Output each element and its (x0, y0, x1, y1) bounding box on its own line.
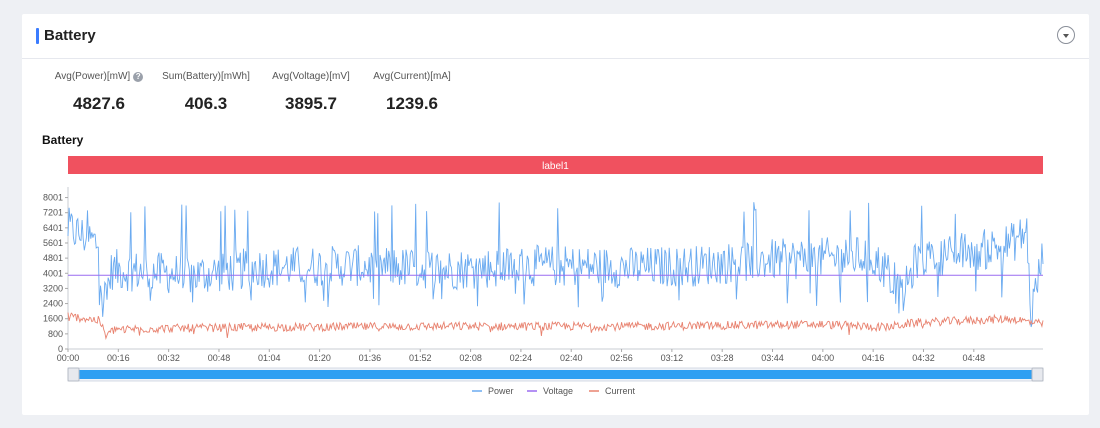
help-icon[interactable]: ? (133, 71, 144, 82)
metric-sum-battery: Sum(Battery)[mWh] 406.3 (158, 71, 254, 114)
y-tick-label: 800 (48, 329, 63, 339)
x-tick-label: 04:16 (862, 353, 885, 363)
metric-label: Avg(Voltage)[mV] (272, 71, 350, 82)
y-tick-label: 8001 (43, 193, 63, 203)
y-tick-label: 5601 (43, 238, 63, 248)
metric-avg-power: Avg(Power)[mW] ? 4827.6 (50, 71, 148, 114)
x-tick-label: 02:24 (510, 353, 533, 363)
power-series-line (67, 202, 1044, 328)
x-tick-label: 02:08 (459, 353, 482, 363)
metric-avg-current: Avg(Current)[mA] 1239.6 (365, 71, 459, 114)
zoom-handle-left[interactable] (67, 367, 80, 382)
metric-value: 4827.6 (73, 94, 125, 113)
y-tick-label: 0 (58, 344, 63, 354)
y-tick-label: 4801 (43, 253, 63, 263)
legend-label-power[interactable]: Power (488, 386, 514, 396)
label-band-text: label1 (542, 161, 569, 172)
x-tick-label: 03:44 (761, 353, 784, 363)
x-tick-label: 03:12 (661, 353, 684, 363)
card-title: Battery (44, 27, 96, 44)
y-tick-label: 6401 (43, 223, 63, 233)
collapse-toggle-icon[interactable] (1057, 26, 1075, 44)
legend-label-voltage[interactable]: Voltage (543, 386, 573, 396)
x-tick-label: 04:32 (912, 353, 935, 363)
x-tick-label: 01:52 (409, 353, 432, 363)
y-tick-label: 2400 (43, 299, 63, 309)
metric-value: 3895.7 (285, 94, 337, 113)
x-tick-label: 02:56 (610, 353, 633, 363)
card-header: Battery (22, 14, 1089, 59)
x-tick-label: 01:04 (258, 353, 281, 363)
battery-card: Battery Avg(Power)[mW] ? 4827.6 Sum(Batt… (22, 14, 1089, 415)
x-tick-label: 00:00 (57, 353, 80, 363)
y-tick-label: 1600 (43, 314, 63, 324)
metric-label: Avg(Power)[mW] (54, 71, 131, 82)
zoom-handle-right[interactable] (1031, 367, 1044, 382)
metric-value: 1239.6 (386, 94, 438, 113)
x-tick-label: 04:48 (963, 353, 986, 363)
current-series-line (67, 312, 1044, 341)
x-tick-label: 01:20 (308, 353, 331, 363)
x-tick-label: 00:48 (208, 353, 231, 363)
x-tick-label: 00:16 (107, 353, 130, 363)
x-tick-label: 01:36 (359, 353, 382, 363)
label-band (68, 156, 1043, 174)
metric-avg-voltage: Avg(Voltage)[mV] 3895.7 (264, 71, 358, 114)
x-tick-label: 04:00 (812, 353, 835, 363)
zoom-slider-range[interactable] (76, 370, 1035, 379)
y-tick-label: 4001 (43, 268, 63, 278)
metric-label: Sum(Battery)[mWh] (162, 71, 250, 82)
chart-title: Battery (42, 133, 84, 147)
metric-value: 406.3 (184, 94, 228, 113)
metric-label: Avg(Current)[mA] (373, 71, 451, 82)
battery-line-chart: label1 0 800 1600 2400 3200 4001 4801 5601 6401 72… (43, 156, 1044, 396)
x-tick-label: 00:32 (157, 353, 180, 363)
y-tick-label: 7201 (43, 208, 63, 218)
title-accent-bar (36, 28, 39, 44)
x-tick-label: 02:40 (560, 353, 583, 363)
x-tick-label: 03:28 (711, 353, 734, 363)
legend-label-current[interactable]: Current (605, 386, 636, 396)
y-tick-label: 3200 (43, 283, 63, 293)
